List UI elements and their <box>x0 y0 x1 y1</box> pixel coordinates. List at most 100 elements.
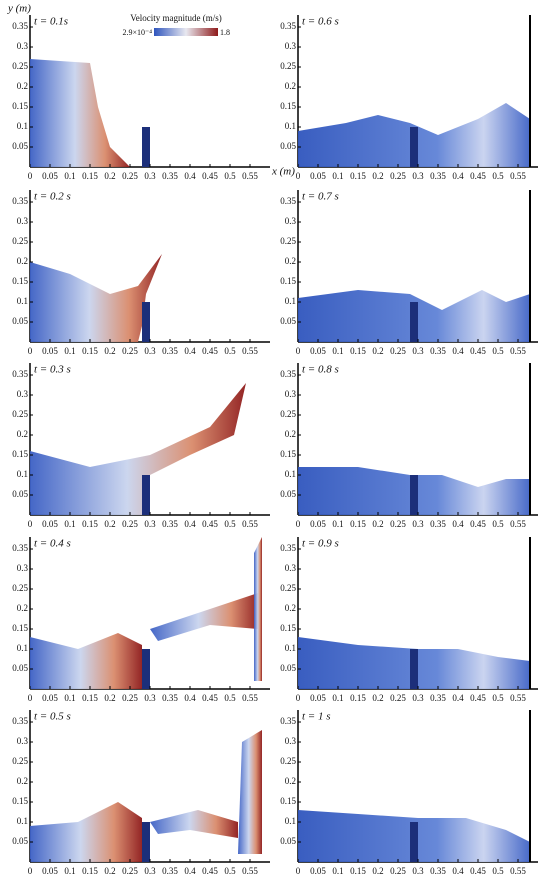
x-tick-label: 0.45 <box>202 346 218 356</box>
time-label: t = 0.1s <box>34 16 68 28</box>
y-tick-label: 0.3 <box>285 389 297 399</box>
x-tick-label: 0.5 <box>224 866 236 876</box>
y-tick-label: 0.35 <box>12 369 28 379</box>
x-tick-label: 0.1 <box>64 519 75 529</box>
fluid <box>150 593 258 641</box>
y-tick-label: 0.2 <box>17 81 28 91</box>
y-tick-label: 0.35 <box>280 196 296 206</box>
time-label: t = 0.3 s <box>34 364 71 376</box>
y-tick-label: 0.1 <box>285 816 296 826</box>
x-tick-label: 0.4 <box>184 693 196 703</box>
y-tick-label: 0.2 <box>285 256 296 266</box>
y-tick-label: 0.15 <box>280 623 296 633</box>
x-tick-label: 0.2 <box>104 519 115 529</box>
y-tick-label: 0.25 <box>12 583 28 593</box>
y-tick-label: 0.3 <box>285 736 297 746</box>
x-tick-label: 0.05 <box>310 693 326 703</box>
x-tick-label: 0.2 <box>104 171 115 181</box>
x-tick-label: 0.3 <box>144 693 156 703</box>
x-tick-label: 0.1 <box>64 346 75 356</box>
x-tick-label: 0.2 <box>372 693 383 703</box>
time-label: t = 1 s <box>302 711 331 723</box>
y-tick-label: 0.15 <box>12 276 28 286</box>
y-tick-label: 0.35 <box>12 196 28 206</box>
time-label: t = 0.7 s <box>302 191 339 203</box>
fluid <box>30 383 246 515</box>
y-tick-label: 0.3 <box>17 563 29 573</box>
y-tick-label: 0.25 <box>280 61 296 71</box>
x-tick-label: 0.2 <box>372 519 383 529</box>
y-tick-label: 0.3 <box>285 563 297 573</box>
x-tick-label: 0.45 <box>470 866 486 876</box>
y-tick-label: 0.25 <box>12 236 28 246</box>
x-tick-label: 0.35 <box>430 171 446 181</box>
y-tick-label: 0.1 <box>285 643 296 653</box>
x-tick-label: 0.45 <box>202 866 218 876</box>
x-tick-label: 0.15 <box>350 519 366 529</box>
x-tick-label: 0.55 <box>242 866 258 876</box>
x-tick-label: 0.15 <box>82 519 98 529</box>
x-tick-label: 0.55 <box>242 519 258 529</box>
x-tick-label: 0.25 <box>390 346 406 356</box>
x-tick-label: 0.05 <box>42 346 58 356</box>
y-tick-label: 0.1 <box>17 296 28 306</box>
fluid <box>238 730 262 854</box>
x-tick-label: 0.1 <box>332 519 343 529</box>
y-tick-label: 0.2 <box>285 429 296 439</box>
x-tick-label: 0.35 <box>162 693 178 703</box>
x-tick-label: 0.25 <box>390 519 406 529</box>
y-tick-label: 0.05 <box>12 316 28 326</box>
x-tick-label: 0.45 <box>470 346 486 356</box>
y-tick-label: 0.05 <box>12 489 28 499</box>
obstacle <box>142 822 150 862</box>
y-tick-label: 0.3 <box>17 41 29 51</box>
x-tick-label: 0.5 <box>224 519 236 529</box>
x-tick-label: 0 <box>28 866 33 876</box>
y-tick-label: 0.2 <box>285 776 296 786</box>
x-tick-label: 0.4 <box>184 171 196 181</box>
x-tick-label: 0.45 <box>470 519 486 529</box>
x-tick-label: 0.5 <box>492 171 504 181</box>
colorbar <box>154 28 218 36</box>
x-tick-label: 0.3 <box>144 519 156 529</box>
x-tick-label: 0.25 <box>390 171 406 181</box>
time-label: t = 0.8 s <box>302 364 339 376</box>
x-tick-label: 0.55 <box>242 171 258 181</box>
y-tick-label: 0.2 <box>285 81 296 91</box>
x-tick-label: 0.35 <box>162 866 178 876</box>
x-tick-label: 0.45 <box>470 693 486 703</box>
x-tick-label: 0.1 <box>332 866 343 876</box>
x-tick-label: 0.05 <box>42 171 58 181</box>
x-tick-label: 0.5 <box>492 346 504 356</box>
x-tick-label: 0 <box>296 866 301 876</box>
time-label: t = 0.2 s <box>34 191 71 203</box>
y-tick-label: 0.3 <box>17 389 29 399</box>
x-tick-label: 0.2 <box>104 693 115 703</box>
y-tick-label: 0.3 <box>17 736 29 746</box>
x-tick-label: 0.05 <box>310 171 326 181</box>
x-tick-label: 0.25 <box>122 346 138 356</box>
x-tick-label: 0.1 <box>332 171 343 181</box>
y-tick-label: 0.15 <box>12 449 28 459</box>
y-tick-label: 0.15 <box>280 796 296 806</box>
y-axis-label: y (m) <box>7 3 31 15</box>
x-tick-label: 0 <box>28 693 33 703</box>
x-tick-label: 0.4 <box>452 866 464 876</box>
x-tick-label: 0.4 <box>452 171 464 181</box>
obstacle <box>142 649 150 689</box>
x-tick-label: 0 <box>28 519 33 529</box>
obstacle <box>142 127 150 167</box>
x-tick-label: 0 <box>28 171 33 181</box>
fluid <box>30 802 142 862</box>
y-tick-label: 0.15 <box>280 276 296 286</box>
x-tick-label: 0.3 <box>412 171 424 181</box>
x-tick-label: 0.2 <box>372 346 383 356</box>
y-tick-label: 0.15 <box>12 796 28 806</box>
x-tick-label: 0.05 <box>42 693 58 703</box>
x-tick-label: 0.5 <box>492 866 504 876</box>
fluid <box>254 537 262 681</box>
x-tick-label: 0.15 <box>82 346 98 356</box>
x-tick-label: 0.25 <box>390 866 406 876</box>
x-tick-label: 0.5 <box>224 346 236 356</box>
y-tick-label: 0.1 <box>285 296 296 306</box>
